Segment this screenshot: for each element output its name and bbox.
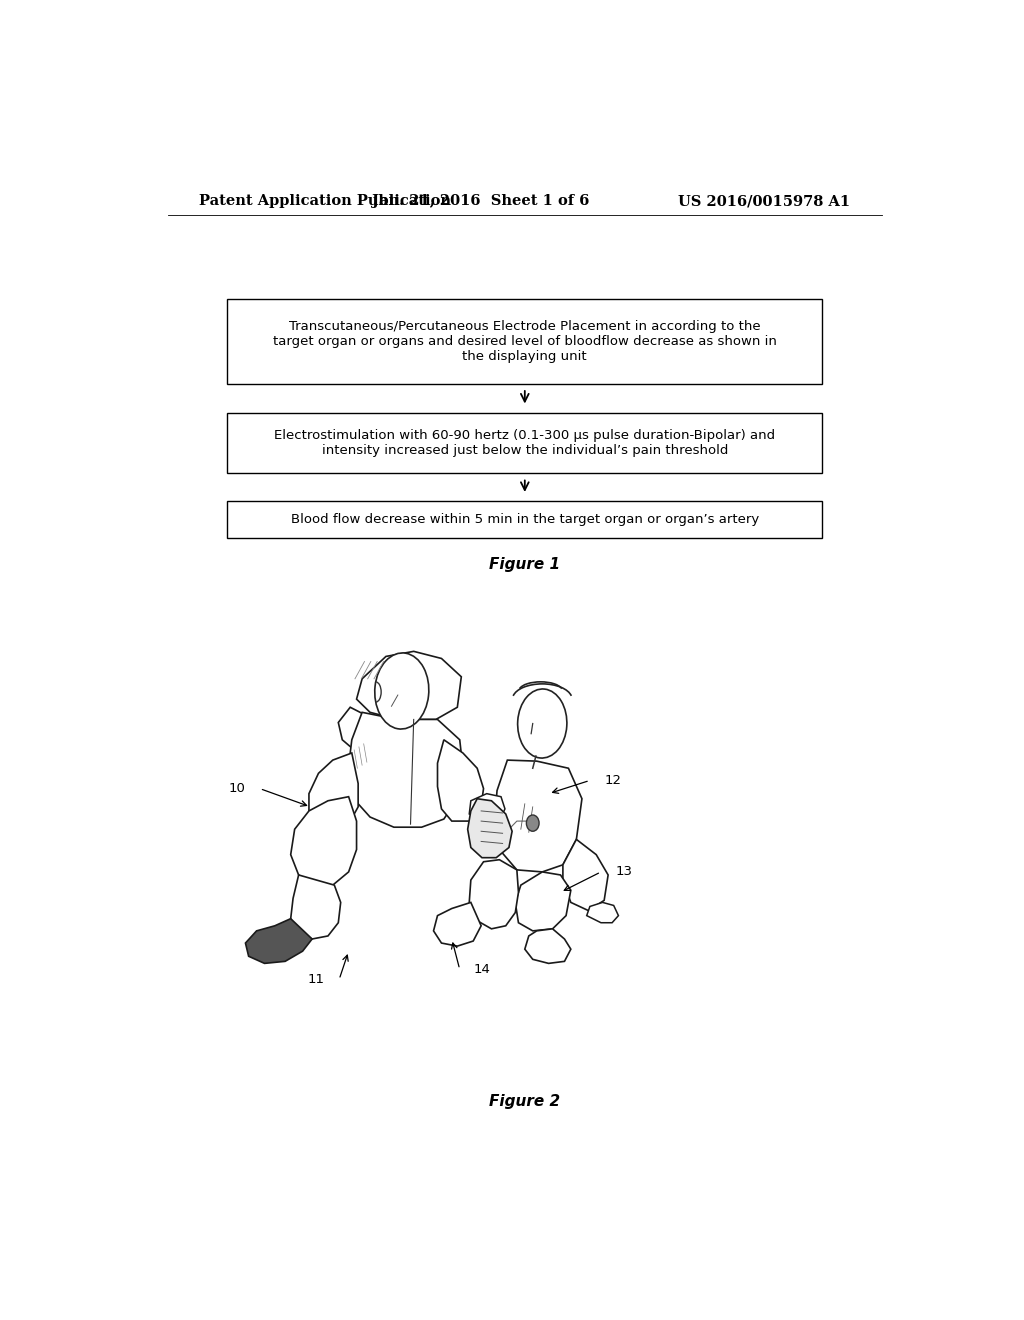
FancyBboxPatch shape xyxy=(227,500,822,537)
PathPatch shape xyxy=(433,903,481,946)
Text: 13: 13 xyxy=(615,866,632,878)
FancyBboxPatch shape xyxy=(227,298,822,384)
Text: US 2016/0015978 A1: US 2016/0015978 A1 xyxy=(678,194,850,209)
PathPatch shape xyxy=(563,840,608,911)
PathPatch shape xyxy=(291,875,341,939)
Text: 11: 11 xyxy=(308,973,325,986)
PathPatch shape xyxy=(524,929,570,964)
Text: Transcutaneous/Percutaneous Electrode Placement in according to the
target organ: Transcutaneous/Percutaneous Electrode Pl… xyxy=(272,319,777,363)
Text: Figure 1: Figure 1 xyxy=(489,557,560,573)
FancyBboxPatch shape xyxy=(227,412,822,474)
Text: Patent Application Publication: Patent Application Publication xyxy=(200,194,452,209)
PathPatch shape xyxy=(515,873,570,931)
Text: Blood flow decrease within 5 min in the target organ or organ’s artery: Blood flow decrease within 5 min in the … xyxy=(291,512,759,525)
Ellipse shape xyxy=(375,653,429,729)
PathPatch shape xyxy=(437,739,483,821)
PathPatch shape xyxy=(356,651,461,719)
PathPatch shape xyxy=(291,797,356,886)
PathPatch shape xyxy=(338,708,382,750)
PathPatch shape xyxy=(348,713,463,828)
Ellipse shape xyxy=(518,689,567,758)
Text: Figure 2: Figure 2 xyxy=(489,1094,560,1109)
PathPatch shape xyxy=(495,760,582,873)
Text: Electrostimulation with 60-90 hertz (0.1-300 μs pulse duration-Bipolar) and
inte: Electrostimulation with 60-90 hertz (0.1… xyxy=(274,429,775,457)
Text: 10: 10 xyxy=(228,781,246,795)
PathPatch shape xyxy=(468,799,512,858)
PathPatch shape xyxy=(309,752,358,832)
Ellipse shape xyxy=(526,814,539,832)
PathPatch shape xyxy=(246,919,312,964)
Text: 12: 12 xyxy=(604,774,622,787)
Text: 14: 14 xyxy=(474,964,490,975)
PathPatch shape xyxy=(469,793,505,821)
PathPatch shape xyxy=(587,903,618,923)
Text: Jan. 21, 2016  Sheet 1 of 6: Jan. 21, 2016 Sheet 1 of 6 xyxy=(373,194,590,209)
PathPatch shape xyxy=(469,859,518,929)
